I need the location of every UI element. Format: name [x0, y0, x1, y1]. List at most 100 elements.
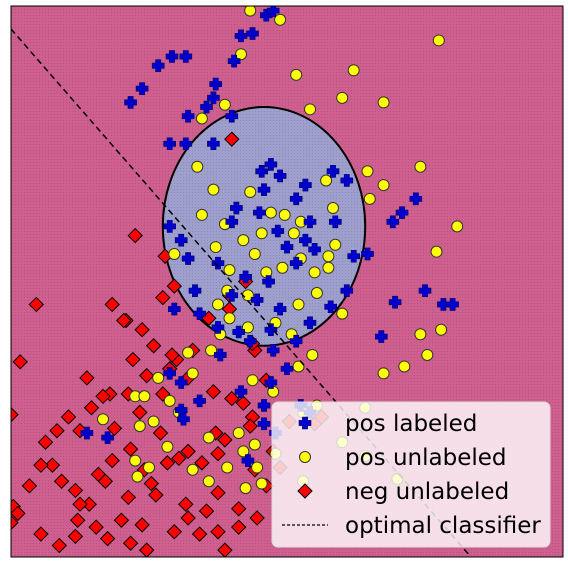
pos-unlabeled-point	[432, 34, 445, 47]
pos-labeled-point	[193, 394, 206, 408]
pos-unlabeled-point	[276, 261, 289, 274]
pos-labeled-point	[253, 206, 266, 219]
pos-labeled-point	[303, 215, 317, 229]
pos-unlabeled-point	[363, 192, 376, 205]
pos-labeled-point	[200, 100, 213, 114]
pos-labeled-point	[163, 367, 176, 380]
neg-unlabeled-point	[210, 485, 226, 501]
neg-unlabeled-point	[217, 432, 233, 448]
pos-labeled-point	[225, 288, 239, 302]
pos-labeled-point	[151, 59, 165, 72]
pos-unlabeled-point	[336, 307, 349, 320]
pos-labeled-point	[257, 183, 271, 196]
pos-labeled-point	[264, 323, 278, 337]
neg-unlabeled-point	[230, 519, 247, 535]
neg-unlabeled-point	[198, 503, 215, 519]
pos-unlabeled-point	[320, 174, 333, 187]
pos-unlabeled-point	[398, 360, 411, 373]
pos-unlabeled-point	[207, 183, 220, 196]
pos-labeled-point	[273, 302, 287, 316]
pos-labeled-point	[239, 270, 252, 284]
neg-unlabeled-point	[69, 512, 86, 528]
pos-unlabeled-point	[414, 160, 427, 173]
pos-labeled-point	[388, 295, 402, 309]
pos-labeled-point	[273, 169, 287, 183]
neg-unlabeled-point	[134, 517, 150, 533]
neg-unlabeled-point	[88, 519, 104, 535]
neg-unlabeled-point	[180, 443, 196, 460]
pos-labeled-point	[308, 243, 321, 256]
pos-labeled-point	[225, 109, 239, 123]
pos-labeled-point	[124, 96, 137, 109]
pos-labeled-point	[418, 284, 432, 297]
pos-labeled-point	[230, 201, 243, 215]
pos-unlabeled-point	[287, 227, 300, 240]
pos-labeled-point	[163, 220, 176, 233]
neg-unlabeled-point	[12, 354, 28, 370]
pos-labeled-point	[289, 334, 303, 348]
pos-unlabeled-point	[377, 367, 390, 380]
pos-unlabeled-point	[138, 390, 151, 403]
pos-unlabeled-point	[205, 344, 218, 357]
positive-region-boundary	[161, 106, 367, 347]
pos-unlabeled-point	[248, 438, 261, 451]
pos-unlabeled-point	[414, 328, 427, 341]
neg-unlabeled-point	[180, 510, 196, 526]
pos-unlabeled-point	[163, 394, 176, 407]
pos-unlabeled-point	[377, 96, 390, 109]
pos-unlabeled-point	[290, 68, 303, 81]
pos-unlabeled-point	[244, 6, 257, 17]
pos-labeled-point	[255, 165, 268, 178]
legend-label-optimal-classifier: optimal classifier	[345, 513, 541, 539]
neg-unlabeled-point	[205, 383, 222, 400]
pos-unlabeled-point	[131, 470, 144, 483]
pos-labeled-point	[299, 233, 312, 247]
neg-unlabeled-point	[97, 473, 114, 489]
neg-unlabeled-point	[125, 351, 141, 368]
pos-unlabeled-point	[306, 348, 319, 361]
neg-unlabeled-point	[104, 452, 120, 469]
neg-unlabeled-point	[83, 400, 100, 416]
legend-box	[271, 401, 551, 548]
pos-labeled-point	[257, 399, 271, 412]
neg-unlabeled-point	[11, 514, 19, 531]
pos-unlabeled-point	[232, 427, 245, 440]
pos-unlabeled-point	[278, 208, 291, 221]
pos-unlabeled-point	[255, 477, 268, 490]
neg-unlabeled-point	[230, 501, 247, 517]
pos-unlabeled-point	[195, 112, 208, 125]
pos-labeled-point	[375, 330, 388, 343]
pos-unlabeled-point	[248, 247, 261, 260]
pos-labeled-point	[257, 417, 271, 431]
pos-unlabeled-point	[186, 463, 199, 476]
neg-unlabeled-point	[113, 512, 130, 528]
neg-unlabeled-point	[11, 406, 19, 423]
pos-unlabeled-point	[241, 321, 254, 334]
pos-labeled-point	[177, 412, 190, 426]
neg-unlabeled-point	[134, 322, 150, 338]
pos-labeled-point	[241, 454, 255, 467]
neg-unlabeled-point	[138, 542, 155, 557]
neg-unlabeled-point	[132, 404, 148, 421]
pos-unlabeled-point	[430, 245, 443, 258]
pos-unlabeled-point	[244, 185, 257, 198]
pos-labeled-point	[326, 165, 340, 178]
pos-unlabeled-point	[451, 220, 464, 233]
pos-unlabeled-point	[304, 103, 316, 116]
neg-unlabeled-point	[178, 496, 194, 512]
neg-unlabeled-point	[79, 370, 95, 386]
pos-labeled-point	[234, 29, 248, 43]
pos-labeled-point	[188, 284, 202, 297]
pos-labeled-point	[246, 27, 259, 40]
pos-labeled-point	[250, 293, 264, 307]
pos-unlabeled-point	[202, 475, 215, 488]
neg-unlabeled-point	[159, 455, 176, 471]
neg-unlabeled-point	[122, 535, 139, 551]
neg-unlabeled-point	[122, 441, 139, 457]
pos-unlabeled-point	[168, 247, 181, 260]
pos-labeled-point	[80, 426, 94, 440]
pos-unlabeled-point	[97, 413, 109, 426]
neg-unlabeled-point	[235, 395, 252, 411]
pos-unlabeled-point	[191, 160, 204, 173]
pos-unlabeled-point	[361, 165, 374, 178]
